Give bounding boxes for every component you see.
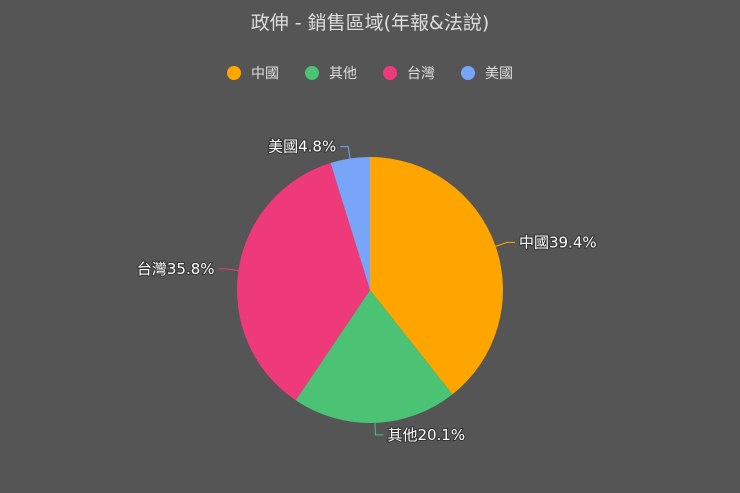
leader-line bbox=[374, 422, 384, 436]
data-label: 中國39.4% bbox=[519, 233, 597, 251]
legend-item-other[interactable]: 其他 bbox=[305, 63, 357, 83]
pie-slice[interactable] bbox=[370, 157, 503, 395]
chart-title: 政伸 - 銷售區域(年報&法說) bbox=[250, 12, 490, 34]
legend-label: 中國 bbox=[251, 66, 279, 82]
legend-item-taiwan[interactable]: 台灣 bbox=[383, 63, 435, 83]
legend-label: 台灣 bbox=[407, 66, 435, 82]
legend-swatch bbox=[227, 66, 241, 80]
legend-item-china[interactable]: 中國 bbox=[227, 63, 279, 83]
legend-item-usa[interactable]: 美國 bbox=[461, 63, 513, 83]
pie-slice[interactable] bbox=[330, 157, 370, 290]
data-label: 台灣35.8% bbox=[137, 260, 215, 278]
legend: 中國 其他 台灣 美國 bbox=[0, 63, 740, 83]
leader-line bbox=[218, 268, 239, 272]
legend-swatch bbox=[305, 66, 319, 80]
legend-swatch bbox=[461, 66, 475, 80]
data-label: 美國4.8% bbox=[268, 138, 336, 156]
data-label: 其他20.1% bbox=[387, 426, 465, 444]
leader-line bbox=[495, 241, 515, 247]
legend-label: 美國 bbox=[485, 66, 513, 82]
legend-label: 其他 bbox=[329, 66, 357, 82]
legend-swatch bbox=[383, 66, 397, 80]
leader-line bbox=[340, 146, 351, 159]
pie-slice[interactable] bbox=[295, 290, 453, 423]
pie-slice[interactable] bbox=[237, 162, 370, 401]
